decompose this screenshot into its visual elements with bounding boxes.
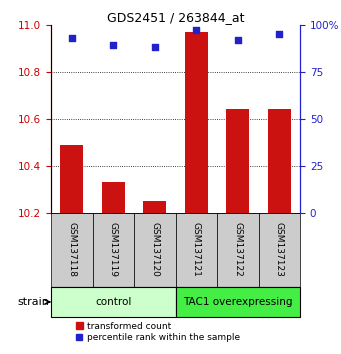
Bar <box>176 213 217 287</box>
Point <box>277 32 282 37</box>
Text: GSM137122: GSM137122 <box>233 222 242 277</box>
Bar <box>60 145 83 213</box>
Point <box>69 35 75 41</box>
Bar <box>102 182 125 213</box>
Legend: transformed count, percentile rank within the sample: transformed count, percentile rank withi… <box>76 321 240 342</box>
Point <box>152 45 158 50</box>
Text: strain: strain <box>17 297 49 307</box>
Bar <box>93 213 134 287</box>
Bar <box>268 109 291 213</box>
Point <box>194 28 199 33</box>
Text: GSM137121: GSM137121 <box>192 222 201 277</box>
Text: GSM137123: GSM137123 <box>275 222 284 277</box>
Bar <box>144 201 166 213</box>
Bar <box>134 213 176 287</box>
Text: GSM137119: GSM137119 <box>109 222 118 277</box>
Bar <box>258 213 300 287</box>
Point <box>235 37 240 43</box>
Text: GSM137120: GSM137120 <box>150 222 159 277</box>
Point <box>110 42 116 48</box>
Title: GDS2451 / 263844_at: GDS2451 / 263844_at <box>107 11 244 24</box>
Bar <box>185 32 208 213</box>
Bar <box>226 109 249 213</box>
Bar <box>51 287 176 317</box>
Bar <box>176 287 300 317</box>
Text: GSM137118: GSM137118 <box>68 222 76 277</box>
Text: TAC1 overexpressing: TAC1 overexpressing <box>183 297 293 307</box>
Bar <box>51 213 93 287</box>
Text: control: control <box>95 297 132 307</box>
Bar <box>217 213 258 287</box>
